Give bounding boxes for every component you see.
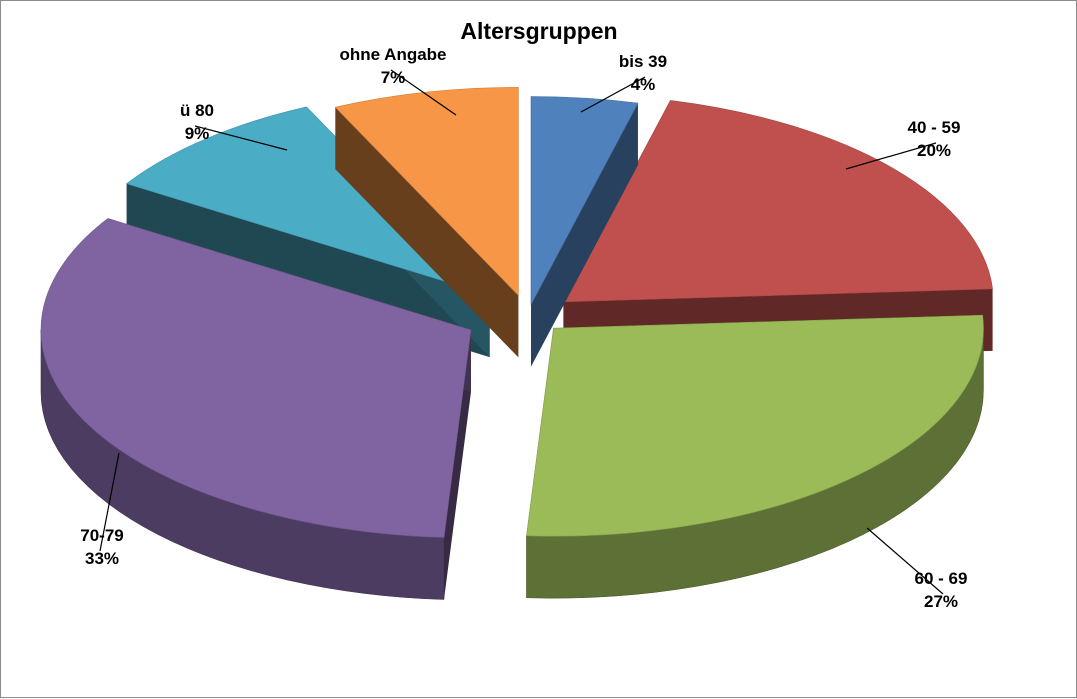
leader-line-60-69	[866, 527, 944, 595]
leader-line-70-79	[99, 452, 120, 552]
leader-line-bis-39	[580, 76, 646, 113]
slice-top-face	[562, 100, 993, 303]
slice-category-label: ü 80	[180, 101, 214, 120]
slice-category-label: 40 - 59	[908, 118, 961, 137]
labels-layer: bis 39 4% 40 - 59 20% 60 - 69 27% 70-79 33% ü 80…	[80, 45, 967, 611]
leader-line-80	[194, 125, 288, 151]
slice-cut-face	[531, 103, 638, 367]
pie-slice-60-69	[526, 314, 984, 599]
pie-slice-70-79	[40, 218, 472, 600]
slice-percent-label: 9%	[185, 124, 210, 143]
slice-category-label: 60 - 69	[915, 569, 968, 588]
slice-cut-face	[335, 107, 519, 358]
slice-top-face	[125, 106, 490, 296]
slice-top-face	[40, 218, 472, 538]
chart-title: Altersgruppen	[460, 18, 617, 44]
slice-top-face	[334, 87, 519, 297]
slice-percent-label: 7%	[381, 68, 406, 87]
slices-layer	[40, 87, 993, 600]
slice-cut-face	[443, 329, 471, 600]
leader-line-40-59	[845, 142, 937, 170]
slice-top-face	[530, 96, 639, 305]
slice-top-face	[526, 314, 984, 537]
slice-percent-label: 4%	[631, 75, 656, 94]
slice-percent-label: 27%	[924, 592, 958, 611]
slice-percent-label: 20%	[917, 141, 951, 160]
slice-category-label: 70-79	[80, 526, 123, 545]
slice-category-label: bis 39	[619, 52, 667, 71]
slice-percent-label: 33%	[85, 549, 119, 568]
leader-line-ohne-angabe	[390, 69, 457, 116]
pie-slice-bis-39	[530, 96, 639, 367]
pie-slice-ohne-angabe	[334, 87, 519, 358]
slice-category-label: ohne Angabe	[339, 45, 446, 64]
